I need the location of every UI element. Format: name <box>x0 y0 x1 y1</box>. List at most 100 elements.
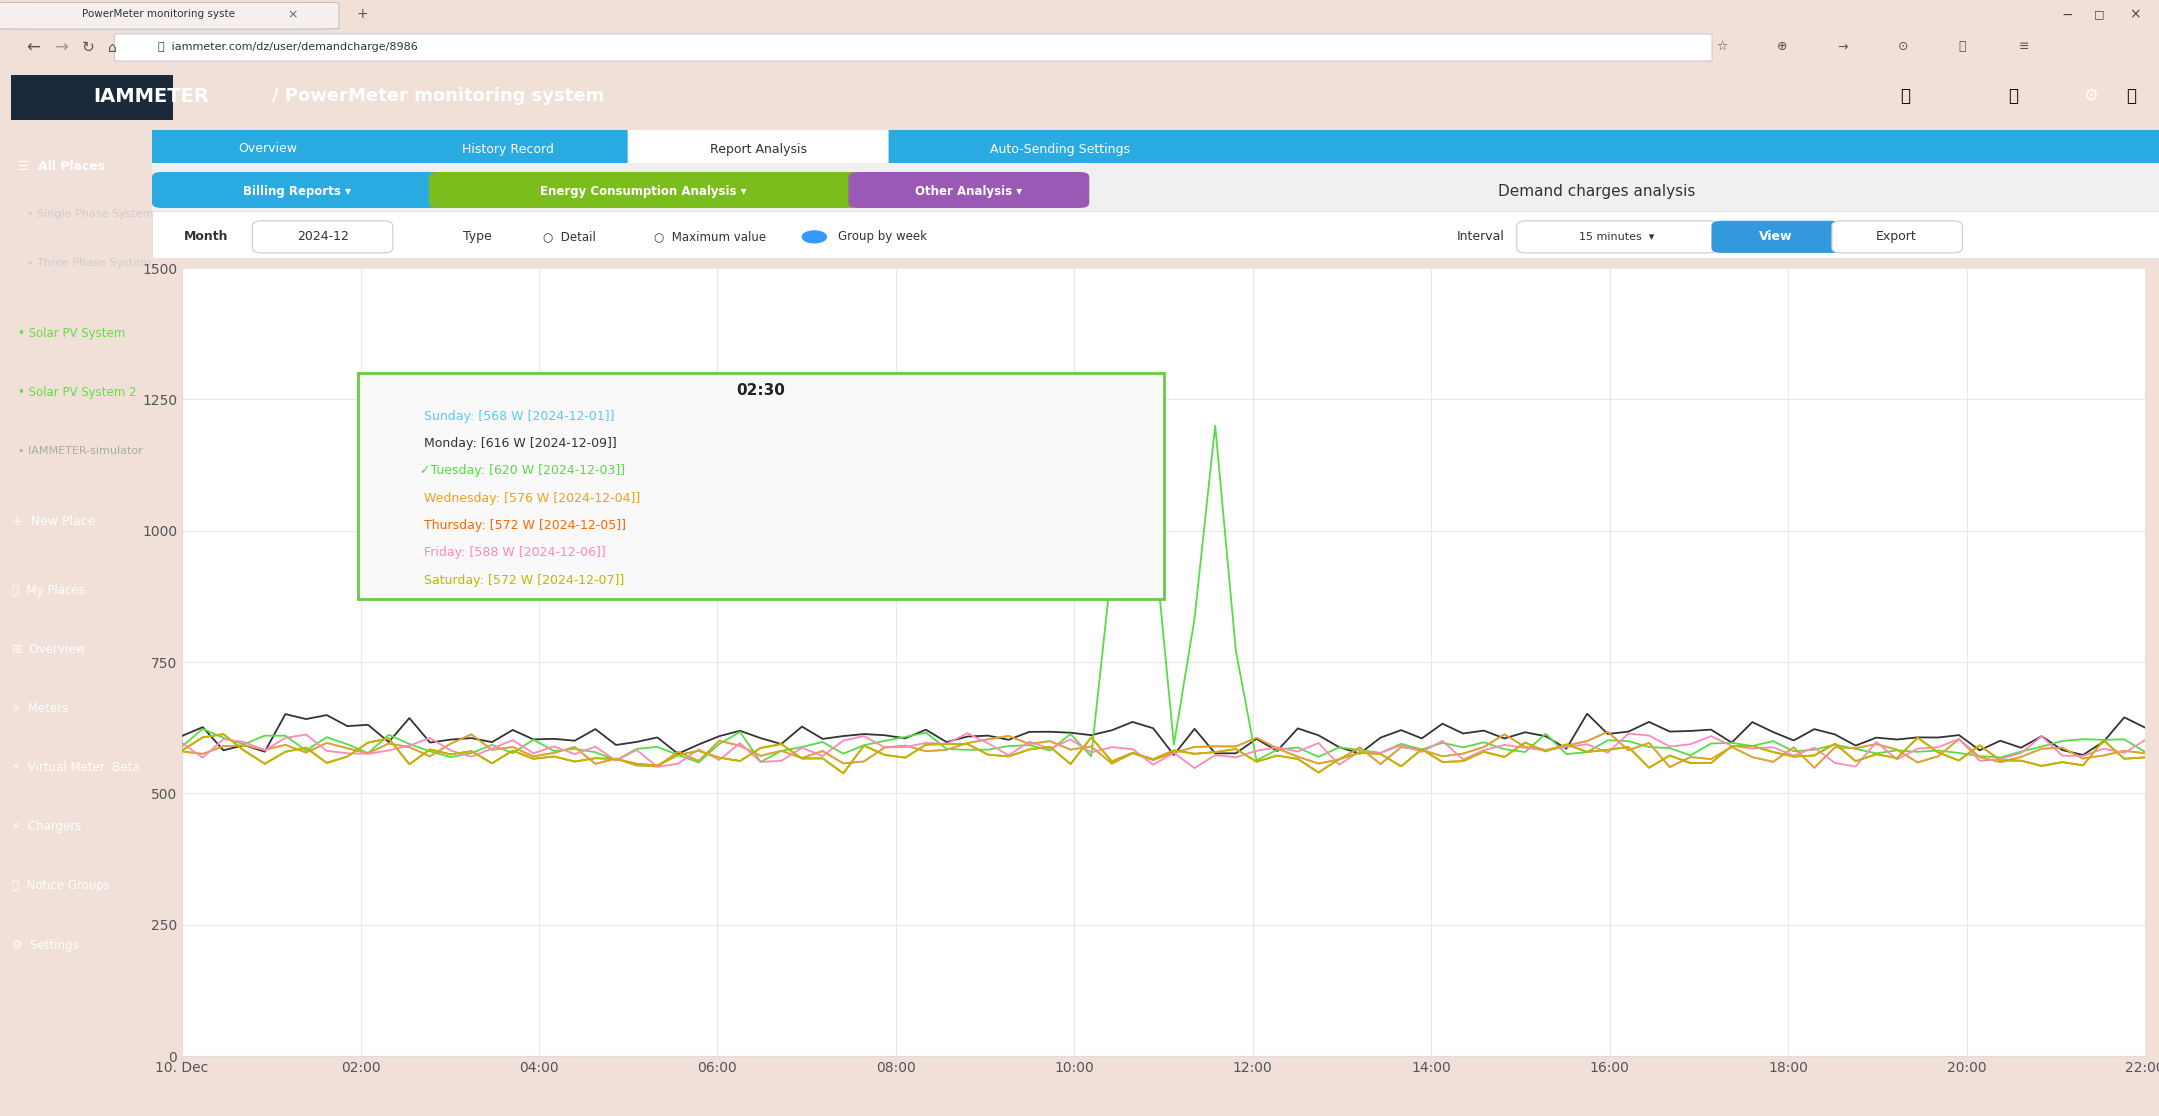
Text: −: − <box>2062 8 2073 21</box>
Text: ⬛: ⬛ <box>1958 40 1965 54</box>
Wednesday <box>1162 745 1187 759</box>
Text: ⚡  Chargers: ⚡ Chargers <box>13 820 82 834</box>
Monday <box>438 733 464 747</box>
Thursday <box>1203 745 1228 759</box>
Text: ⊙: ⊙ <box>1898 40 1909 54</box>
Thursday <box>2008 754 2034 768</box>
Monday <box>1162 749 1187 762</box>
Text: Report Analysis: Report Analysis <box>710 143 807 155</box>
Text: 🔔  Notice Groups: 🔔 Notice Groups <box>13 879 110 893</box>
Thursday <box>747 741 773 754</box>
Text: Thursday: [572 W [2024-12-05]]: Thursday: [572 W [2024-12-05]] <box>419 519 626 532</box>
Sunday <box>438 737 464 750</box>
Text: ⊕: ⊕ <box>1777 40 1788 54</box>
Saturday <box>209 728 235 741</box>
Monday <box>168 729 194 742</box>
Text: 👤: 👤 <box>2127 87 2137 105</box>
Text: 15 minutes  ▾: 15 minutes ▾ <box>1580 232 1654 242</box>
Saturday <box>1265 749 1291 762</box>
Monday <box>2008 741 2034 754</box>
Text: • Single Phase System: • Single Phase System <box>28 209 153 219</box>
Text: +: + <box>356 8 367 21</box>
FancyBboxPatch shape <box>151 172 443 208</box>
Tuesday <box>747 756 773 769</box>
Thursday <box>209 728 235 741</box>
Text: • IAMMETER-simulator: • IAMMETER-simulator <box>17 445 142 455</box>
Text: / PowerMeter monitoring system: / PowerMeter monitoring system <box>272 87 605 105</box>
Sunday <box>1162 745 1187 759</box>
Tuesday <box>1203 418 1228 432</box>
Friday <box>954 727 980 740</box>
Text: • Solar PV System 2: • Solar PV System 2 <box>17 386 136 400</box>
Tuesday <box>687 756 712 769</box>
Thursday <box>831 767 857 780</box>
Wednesday <box>2131 747 2157 760</box>
Text: ⚙: ⚙ <box>2083 87 2099 105</box>
Text: Demand charges analysis: Demand charges analysis <box>1498 184 1695 200</box>
Text: Sunday: [568 W [2024-12-01]]: Sunday: [568 W [2024-12-01]] <box>419 410 613 423</box>
Text: Overview: Overview <box>237 143 298 155</box>
Text: ☆: ☆ <box>1716 40 1727 54</box>
Sunday <box>2131 747 2157 760</box>
Text: • Three Phase System: • Three Phase System <box>28 258 151 268</box>
Sunday <box>1222 740 1248 753</box>
Text: ×: × <box>2129 8 2140 21</box>
Thursday <box>458 744 484 758</box>
Sunday <box>168 744 194 758</box>
FancyBboxPatch shape <box>114 33 1712 61</box>
Text: 2024-12: 2024-12 <box>296 230 348 243</box>
Line: Friday: Friday <box>181 733 2144 768</box>
Saturday <box>747 741 773 754</box>
Text: Saturday: [572 W [2024-12-07]]: Saturday: [572 W [2024-12-07]] <box>419 574 624 587</box>
Saturday <box>1203 745 1228 759</box>
Saturday <box>1058 758 1084 771</box>
Sunday <box>1017 738 1043 751</box>
FancyBboxPatch shape <box>1518 221 1716 253</box>
Wednesday <box>168 744 194 758</box>
FancyBboxPatch shape <box>848 172 1090 208</box>
Friday <box>1203 749 1228 762</box>
Text: ○  Maximum value: ○ Maximum value <box>654 230 766 243</box>
Sunday <box>1801 761 1827 775</box>
Saturday <box>831 767 857 780</box>
Thursday <box>168 743 194 757</box>
Line: Wednesday: Wednesday <box>181 732 2144 768</box>
Tuesday <box>1265 743 1291 757</box>
Bar <box>11 75 173 121</box>
Line: Thursday: Thursday <box>181 734 2144 773</box>
Text: →: → <box>54 38 67 57</box>
Wednesday <box>1222 740 1248 753</box>
Line: Tuesday: Tuesday <box>181 384 2144 762</box>
Text: →: → <box>1837 40 1848 54</box>
Friday <box>1265 741 1291 754</box>
Text: ⌂: ⌂ <box>108 40 117 55</box>
Friday <box>1181 761 1207 775</box>
Tuesday <box>1036 743 1062 757</box>
Saturday <box>2008 754 2034 768</box>
Wednesday <box>1596 725 1621 739</box>
Text: History Record: History Record <box>462 143 555 155</box>
Text: +  New Place: + New Place <box>13 514 95 528</box>
Text: Other Analysis ▾: Other Analysis ▾ <box>915 185 1023 199</box>
Tuesday <box>2131 745 2157 759</box>
Text: ○  Detail: ○ Detail <box>544 230 596 243</box>
Tuesday <box>168 740 194 753</box>
Monday <box>2131 721 2157 734</box>
Wednesday <box>2008 750 2034 763</box>
Tuesday <box>2008 744 2034 758</box>
Saturday <box>2131 751 2157 764</box>
Thursday <box>1265 749 1291 762</box>
FancyBboxPatch shape <box>358 373 1164 599</box>
Text: 02:30: 02:30 <box>736 383 786 397</box>
FancyBboxPatch shape <box>0 2 339 29</box>
Text: Type: Type <box>462 230 492 243</box>
Text: Energy Consumption Analysis ▾: Energy Consumption Analysis ▾ <box>540 185 747 199</box>
Line: Monday: Monday <box>181 714 2144 756</box>
Bar <box>151 163 2159 211</box>
Text: ↻: ↻ <box>82 40 95 55</box>
Friday <box>168 737 194 750</box>
Text: 👥  My Places: 👥 My Places <box>13 584 84 597</box>
FancyBboxPatch shape <box>1831 221 1963 253</box>
Text: 🔔: 🔔 <box>2008 87 2019 105</box>
Wednesday <box>1017 738 1043 751</box>
